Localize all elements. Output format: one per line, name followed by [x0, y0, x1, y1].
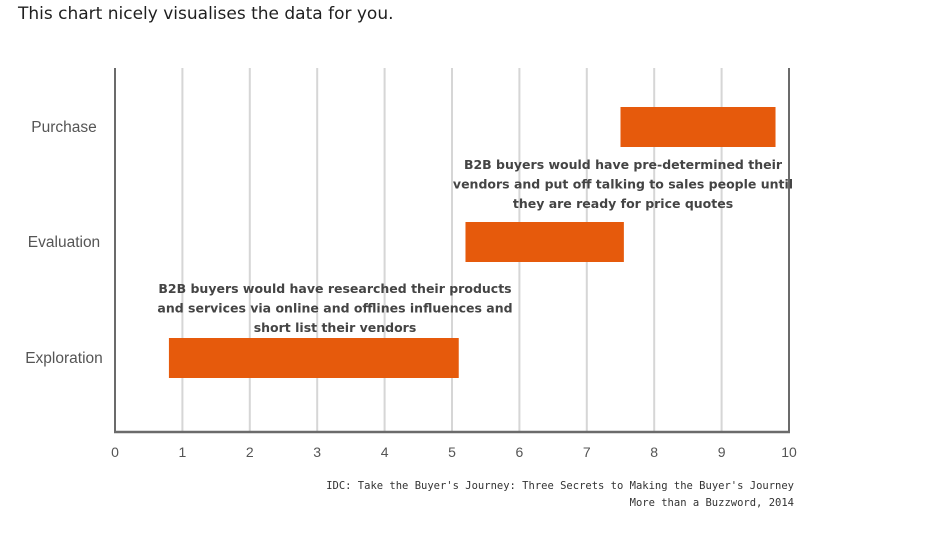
x-tick-label-4: 4	[381, 444, 389, 460]
bars	[168, 107, 776, 378]
x-tick-label-10: 10	[781, 444, 797, 460]
annotation-line: vendors and put off talking to sales peo…	[453, 177, 793, 192]
tick-labels: 0 1 2 3 4 5 6 7 8 9 10	[111, 444, 797, 460]
x-tick-label-0: 0	[111, 444, 119, 460]
annotation-line: B2B buyers would have pre-determined the…	[464, 157, 783, 172]
x-tick-label-8: 8	[650, 444, 658, 460]
x-tick-label-5: 5	[448, 444, 456, 460]
bar-purchase	[620, 107, 776, 147]
category-label-purchase: Purchase	[31, 119, 96, 136]
x-tick-label-6: 6	[516, 444, 524, 460]
bar-exploration	[168, 338, 459, 378]
intro-text: This chart nicely visualises the data fo…	[18, 4, 394, 24]
annotation-exploration: B2B buyers would have researched their p…	[157, 281, 512, 335]
annotation-line: and services via online and offlines inf…	[157, 301, 512, 316]
x-tick-label-7: 7	[583, 444, 591, 460]
annotations: B2B buyers would have pre-determined the…	[157, 157, 793, 335]
annotation-line: they are ready for price quotes	[513, 196, 733, 211]
source-line-2: More than a Buzzword, 2014	[629, 497, 794, 509]
x-tick-label-1: 1	[179, 444, 187, 460]
category-label-exploration: Exploration	[25, 350, 103, 367]
bar-evaluation	[465, 222, 624, 262]
category-label-evaluation: Evaluation	[28, 234, 100, 251]
annotation-line: B2B buyers would have researched their p…	[158, 281, 511, 296]
x-tick-label-2: 2	[246, 444, 254, 460]
annotation-line: short list their vendors	[254, 320, 417, 335]
x-tick-label-3: 3	[313, 444, 321, 460]
source-line-1: IDC: Take the Buyer's Journey: Three Sec…	[326, 480, 794, 492]
annotation-evaluation: B2B buyers would have pre-determined the…	[453, 157, 793, 211]
axes	[114, 68, 790, 434]
source-citation: IDC: Take the Buyer's Journey: Three Sec…	[326, 478, 794, 512]
x-tick-label-9: 9	[718, 444, 726, 460]
category-labels: Purchase Evaluation Exploration	[25, 119, 103, 367]
